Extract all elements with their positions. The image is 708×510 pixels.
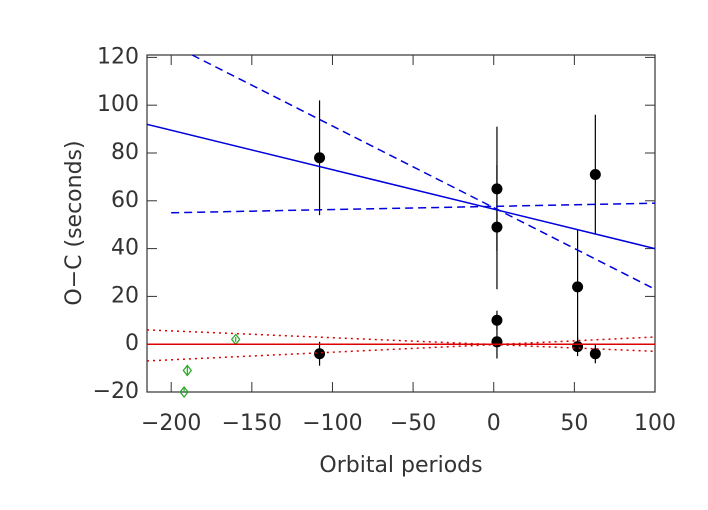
x-tick-label: 100 [634, 411, 676, 436]
data-point [589, 348, 601, 360]
x-tick-label: 0 [487, 411, 501, 436]
fit-line [147, 336, 655, 362]
y-tick-label: 0 [125, 331, 139, 356]
x-tick-label: −50 [390, 411, 436, 436]
y-tick-label: 100 [97, 92, 139, 117]
y-axis-label: O−C (seconds) [62, 140, 87, 305]
data-point [491, 314, 503, 326]
fit-line [147, 123, 655, 250]
x-tick-label: −100 [302, 411, 362, 436]
plot-frame [146, 54, 656, 393]
data-point [572, 341, 584, 353]
data-point [314, 348, 326, 360]
data-point [491, 221, 503, 233]
y-tick-label: 40 [111, 236, 139, 261]
y-tick-label: 60 [111, 188, 139, 213]
fit-line [191, 55, 655, 290]
data-point [179, 386, 189, 398]
y-tick-label: 20 [111, 283, 139, 308]
y-tick-label: −20 [93, 379, 139, 404]
data-point [572, 281, 584, 293]
data-point [314, 152, 326, 164]
fit-line [171, 202, 655, 214]
data-point [491, 336, 503, 348]
data-point [182, 364, 193, 377]
x-axis-label: Orbital periods [319, 453, 482, 478]
y-tick-label: 80 [111, 140, 139, 165]
data-point [589, 169, 601, 181]
x-tick-label: −150 [222, 411, 282, 436]
x-tick-label: 50 [560, 411, 588, 436]
y-tick-label: 120 [97, 44, 139, 69]
x-tick-label: −200 [141, 411, 201, 436]
fit-line [147, 329, 655, 353]
